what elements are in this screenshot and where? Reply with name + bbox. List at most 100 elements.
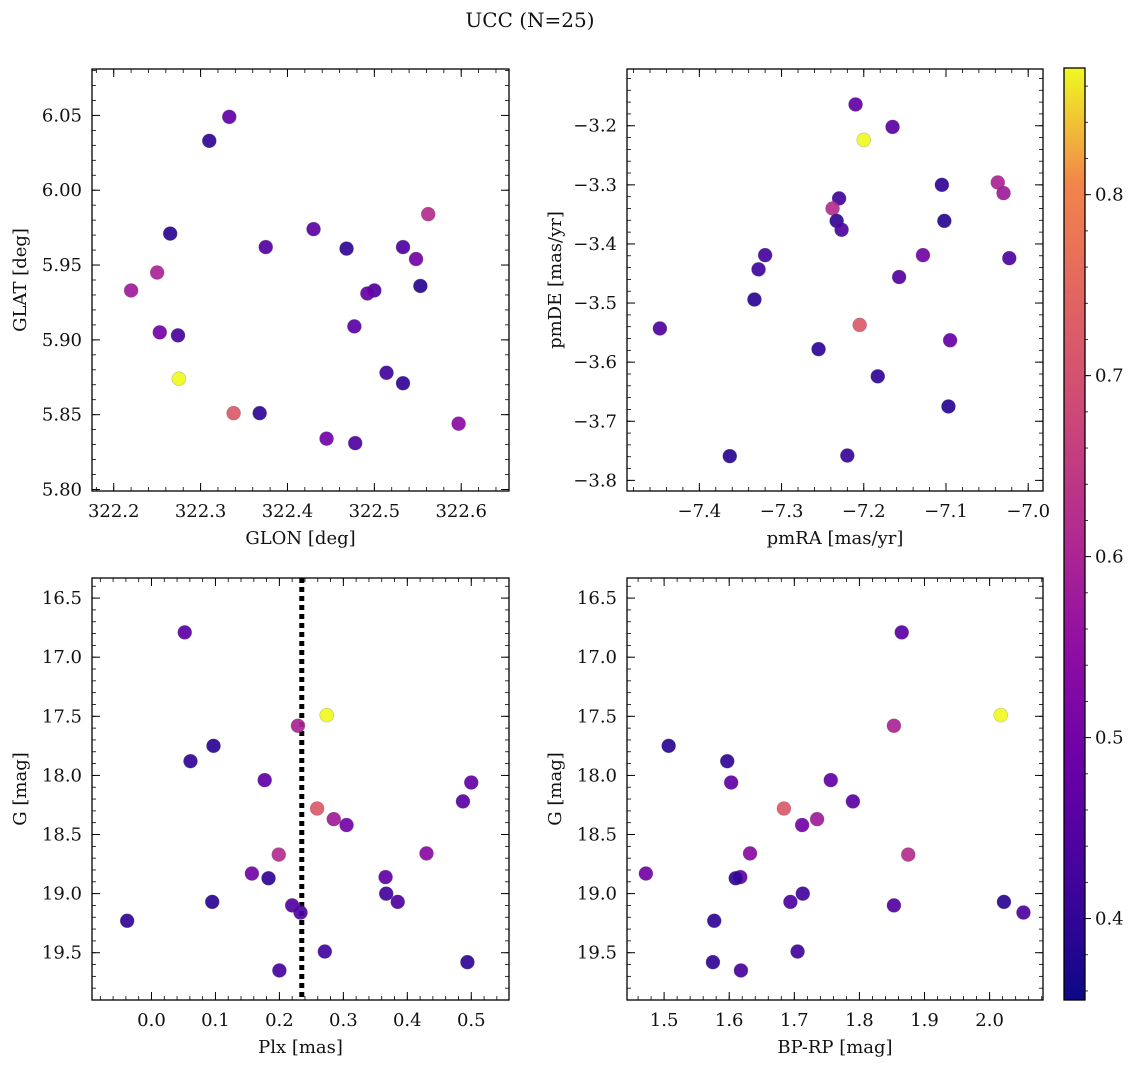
x-tick-label: 322.2 <box>88 501 140 522</box>
scatter-point <box>226 405 241 421</box>
y-tick-label: −3.8 <box>573 470 617 491</box>
x-tick-label: 322.3 <box>175 501 227 522</box>
scatter-point <box>271 847 287 862</box>
subplot-plx-g: 0.0 0.1 0.2 0.3 0.4 0.5 16.5 17.0 17.5 18.0 18.5 19… <box>10 577 510 1058</box>
y-axis-label: pmDE [mas/yr] <box>545 211 566 349</box>
axes-frame <box>626 68 1044 492</box>
scatter-point <box>891 269 907 285</box>
x-tick-label: −7.3 <box>760 501 804 522</box>
subplots: 322.2 322.3 322.4 322.5 322.6 5.80 5.85 5.90 5.9… <box>10 68 1050 1058</box>
x-tick-label: 1.9 <box>910 1010 939 1031</box>
y-tick-label: 16.5 <box>577 588 617 609</box>
scatter-point <box>942 332 958 348</box>
figure-title: UCC (N=25) <box>465 8 594 32</box>
scatter-point <box>848 97 863 112</box>
scatter-point <box>451 416 466 431</box>
scatter-point <box>183 753 198 769</box>
scatter-point <box>823 772 839 788</box>
x-tick-label: 0.0 <box>137 1010 166 1031</box>
y-tick-label: 19.5 <box>577 943 617 964</box>
scatter-point <box>661 738 676 754</box>
scatter-point <box>852 317 867 333</box>
x-tick-label: 322.6 <box>435 501 487 522</box>
scatter-point <box>149 265 165 280</box>
scatter-point <box>894 625 910 640</box>
scatter-point <box>834 222 849 238</box>
y-tick-label: 17.5 <box>577 706 617 727</box>
scatter-point <box>809 811 825 827</box>
colorbar-tick-label: 0.6 <box>1095 547 1124 568</box>
scatter-point <box>1016 905 1031 920</box>
scatter-point <box>811 341 826 357</box>
scatter-point <box>170 328 186 343</box>
subplot-bprp-g: 1.5 1.6 1.7 1.8 1.9 2.0 16.5 17.0 17.5 18.0 18.5 19… <box>545 577 1044 1058</box>
x-tick-label: −7.0 <box>1006 501 1050 522</box>
y-axis-label: G [mag] <box>10 752 31 825</box>
scatter-point <box>261 870 276 886</box>
y-axis-label: G [mag] <box>545 752 566 825</box>
y-tick-label: 18.0 <box>577 765 617 786</box>
y-tick-label: 5.80 <box>42 480 82 501</box>
scatter-point <box>339 817 354 833</box>
scatter-point <box>290 718 306 734</box>
y-tick-label: 19.5 <box>42 943 82 964</box>
y-tick-label: 19.0 <box>577 884 617 905</box>
scatter-point <box>733 963 749 978</box>
y-tick-label: −3.3 <box>573 175 617 196</box>
scatter-point <box>272 963 287 978</box>
y-tick-label: −3.5 <box>573 293 617 314</box>
x-axis-label: GLON [deg] <box>245 528 355 549</box>
scatter-point <box>408 251 424 267</box>
subplot-glon-glat: 322.2 322.3 322.4 322.5 322.6 5.80 5.85 5.90 5.9… <box>10 68 510 549</box>
scatter-point <box>244 866 260 881</box>
x-tick-label: 2.0 <box>975 1010 1004 1031</box>
colorbar-tick-label: 0.4 <box>1095 909 1124 930</box>
y-tick-label: 18.5 <box>577 825 617 846</box>
x-tick-label: −7.2 <box>842 501 886 522</box>
scatter-point <box>652 321 668 336</box>
scatter-point <box>840 448 855 463</box>
x-tick-label: −7.1 <box>924 501 968 522</box>
scatter-point <box>747 292 762 307</box>
x-tick-label: 1.7 <box>780 1010 809 1031</box>
axes-frame <box>91 68 510 492</box>
scatter-point <box>885 119 900 135</box>
x-tick-label: 0.5 <box>457 1010 486 1031</box>
x-tick-label: 1.8 <box>845 1010 874 1031</box>
scatter-point <box>360 286 375 301</box>
colorbar-gradient <box>1064 68 1085 1000</box>
scatter-point <box>339 241 354 256</box>
scatter-point <box>705 954 721 970</box>
scatter-point <box>831 191 847 206</box>
scatter-point <box>162 226 178 241</box>
y-tick-label: 18.0 <box>42 765 82 786</box>
x-axis-label: BP-RP [mag] <box>777 1037 892 1058</box>
scatter-point <box>825 201 840 216</box>
scatter-point <box>395 375 411 391</box>
scatter-point <box>751 262 766 277</box>
colorbar: 0.4 0.5 0.6 0.7 0.8 <box>1063 67 1124 1001</box>
scatter-point <box>206 738 221 754</box>
scatter-point <box>123 283 139 298</box>
x-tick-label: 322.4 <box>262 501 314 522</box>
scatter-point <box>347 319 362 334</box>
colorbar-frame <box>1063 67 1086 1001</box>
y-tick-label: −3.2 <box>573 116 617 137</box>
scatter-point <box>152 325 168 340</box>
x-tick-label: 0.4 <box>393 1010 422 1031</box>
scatter-point <box>413 278 428 294</box>
scatter-point <box>845 794 861 809</box>
scatter-point <box>201 133 217 149</box>
scatter-point <box>309 801 325 816</box>
y-tick-label: 16.5 <box>42 588 82 609</box>
y-tick-label: −3.6 <box>573 352 617 373</box>
scatter-point <box>257 772 272 788</box>
scatter-point <box>171 371 187 387</box>
scatter-point <box>706 913 722 929</box>
x-axis-label: pmRA [mas/yr] <box>767 528 904 549</box>
x-tick-label: 322.5 <box>349 501 401 522</box>
x-tick-label: 0.1 <box>201 1010 230 1031</box>
scatter-point <box>395 239 411 255</box>
scatter-point <box>996 185 1011 201</box>
